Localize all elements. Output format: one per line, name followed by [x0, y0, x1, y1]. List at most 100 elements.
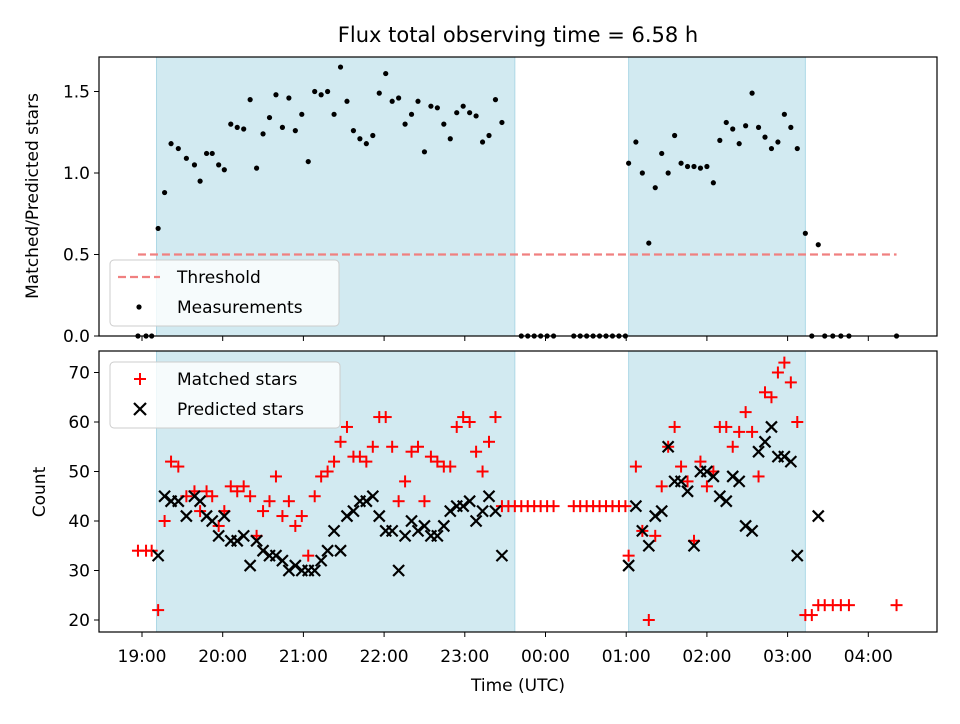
measurement-point	[292, 128, 298, 134]
predicted-star-point	[707, 470, 720, 483]
predicted-star-point	[758, 435, 772, 449]
measurement-point	[155, 225, 161, 232]
predicted-star-point	[687, 539, 701, 553]
predicted-star-mark-b	[674, 475, 688, 488]
matched-star-point	[726, 440, 739, 453]
measurement-point	[447, 136, 453, 142]
matched-star-point	[457, 411, 470, 424]
predicted-star-point	[469, 514, 483, 528]
matched-star-point	[206, 490, 219, 503]
matched-star-point	[463, 416, 476, 428]
matched-star-point	[334, 435, 347, 448]
predicted-star-mark-b	[687, 539, 701, 553]
measurement-point	[454, 110, 460, 116]
matched-star-point	[431, 455, 444, 468]
matched-star-point	[392, 495, 405, 508]
measurement-point	[389, 98, 395, 104]
measurement-point	[762, 134, 768, 140]
matched-star-point	[642, 614, 655, 626]
measurement-point	[161, 189, 168, 196]
predicted-star-mark-b	[655, 504, 668, 518]
bottom-y-tick-label: 20	[68, 611, 90, 631]
predicted-star-mark-b	[158, 489, 171, 503]
matched-star-point	[366, 440, 379, 453]
predicted-star-point	[243, 559, 257, 572]
matched-star-point	[386, 440, 399, 453]
measurement-point	[749, 90, 755, 96]
matched-star-point	[547, 500, 560, 513]
matched-star-point	[890, 599, 903, 612]
observing-interval-shade	[628, 56, 806, 337]
measurement-point	[743, 123, 749, 129]
predicted-star-mark-b	[237, 529, 250, 543]
matched-star-point	[655, 480, 668, 493]
predicted-star-point	[674, 475, 688, 488]
matched-star-point	[681, 475, 694, 488]
predicted-star-mark-b	[482, 489, 496, 503]
x-tick-label: 03:00	[763, 647, 812, 667]
x-axis-label: Time (UTC)	[470, 676, 565, 696]
measurement-point	[318, 92, 324, 98]
measurement-point	[247, 97, 253, 103]
x-tick-label: 21:00	[279, 647, 328, 667]
predicted-star-point	[308, 564, 321, 577]
predicted-star-mark-b	[622, 559, 635, 572]
measurement-point	[376, 90, 382, 96]
measurement-point	[216, 162, 222, 168]
bottom-legend-box	[109, 361, 341, 429]
matched-star-point	[328, 455, 341, 468]
predicted-star-mark-b	[752, 445, 765, 458]
predicted-star-mark-b	[745, 524, 759, 538]
predicted-star-point	[418, 519, 431, 533]
matched-star-point	[379, 411, 392, 424]
measurement-point	[331, 111, 337, 117]
predicted-star-point	[489, 504, 502, 518]
matched-star-point	[771, 366, 784, 379]
measurement-point	[626, 160, 632, 166]
matched-star-point	[483, 435, 496, 448]
top-legend: Threshold Measurements	[109, 259, 340, 327]
legend-matched-swatch	[134, 373, 146, 385]
predicted-star-point	[151, 549, 165, 562]
matched-star-point	[759, 386, 772, 399]
predicted-star-mark-b	[289, 559, 302, 572]
predicted-star-mark-b	[811, 509, 825, 523]
predicted-star-mark-b	[205, 514, 219, 528]
predicted-star-point	[193, 494, 207, 508]
predicted-star-mark-b	[431, 529, 444, 543]
matched-star-point	[694, 455, 707, 468]
measurement-point	[344, 98, 350, 104]
predicted-star-point	[784, 455, 798, 468]
predicted-star-point	[218, 509, 231, 523]
predicted-star-mark-b	[642, 539, 656, 553]
predicted-star-point	[463, 494, 476, 508]
matched-star-point	[212, 519, 225, 532]
top-y-tick-label: 0.5	[63, 246, 90, 266]
measurement-point	[305, 158, 311, 165]
measurement-point	[652, 185, 658, 191]
predicted-star-mark-b	[476, 504, 489, 518]
predicted-star-point	[205, 514, 219, 528]
predicted-star-mark-b	[700, 465, 714, 478]
predicted-star-mark-b	[347, 504, 360, 518]
predicted-star-mark-b	[778, 450, 791, 463]
matched-star-point	[276, 510, 289, 523]
bottom-legend: Matched stars Predicted stars	[109, 361, 341, 429]
bottom-panel: 20 30 40 50 60 70 19:00 20:00 21:00 22:00 23:00 00…	[30, 350, 938, 696]
measurement-point	[467, 110, 473, 116]
matched-star-point	[399, 475, 412, 488]
matched-star-point	[315, 470, 328, 483]
predicted-star-mark-b	[398, 529, 412, 543]
matched-star-point	[231, 485, 244, 498]
measurement-point	[363, 141, 369, 147]
predicted-star-mark-b	[726, 470, 740, 483]
matched-star-point	[418, 495, 431, 508]
predicted-star-point	[437, 519, 451, 533]
matched-star-point	[765, 391, 778, 404]
matched-star-point	[158, 515, 171, 527]
matched-star-point	[629, 460, 642, 473]
matched-star-point	[668, 420, 681, 433]
matched-star-point	[302, 549, 315, 562]
predicted-star-mark-b	[334, 544, 347, 557]
legend-measurements-label: Measurements	[177, 298, 303, 318]
